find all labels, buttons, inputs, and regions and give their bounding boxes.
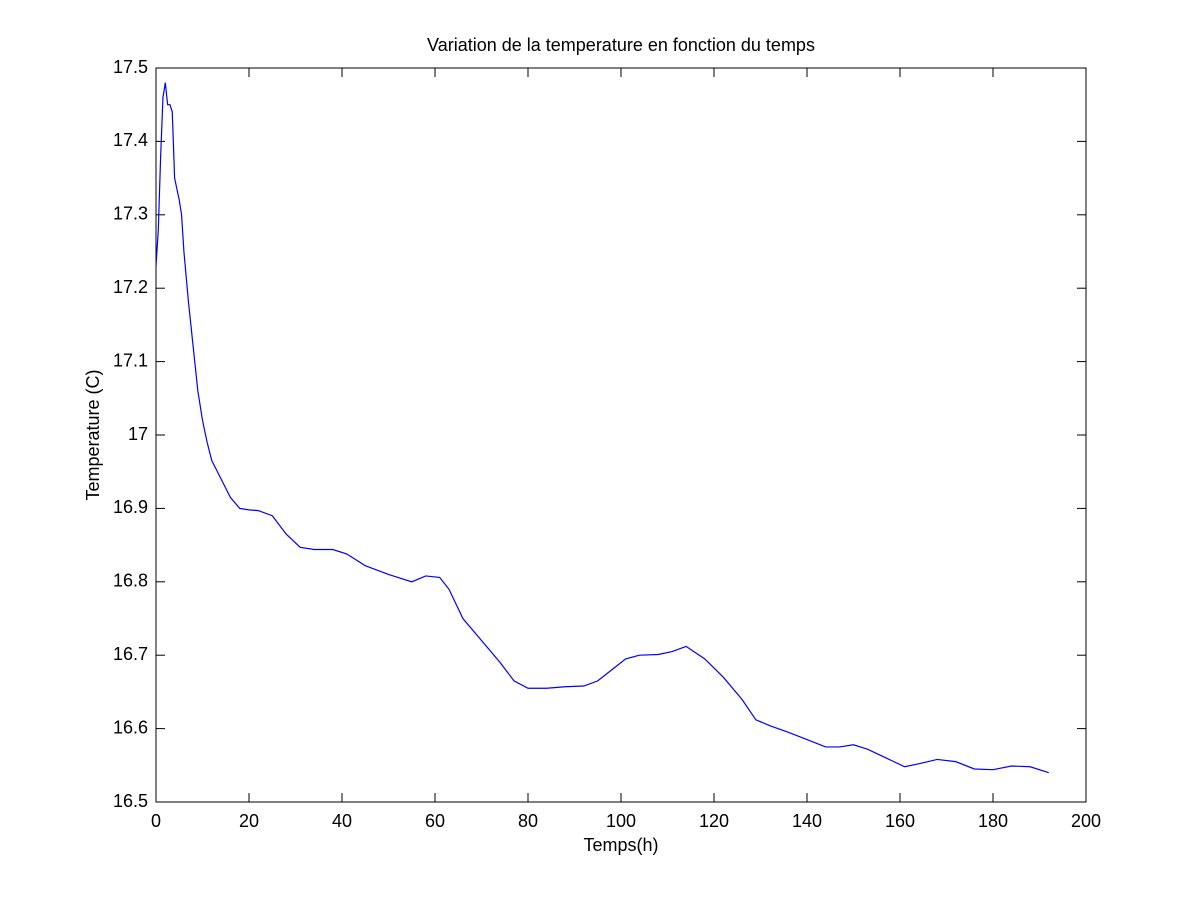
chart-title: Variation de la temperature en fonction … [427,35,815,55]
x-tick-label: 60 [425,811,445,831]
x-tick-label: 160 [885,811,915,831]
y-axis-label: Temperature (C) [83,369,103,500]
data-line [155,82,1049,774]
x-tick-label: 0 [151,811,161,831]
x-tick-label: 180 [978,811,1008,831]
x-axis-label: Temps(h) [583,835,658,855]
x-tick-label: 100 [606,811,636,831]
x-tick-label: 40 [332,811,352,831]
y-tick-label: 17.1 [113,350,148,370]
x-tick-label: 120 [699,811,729,831]
x-tick-label: 80 [518,811,538,831]
y-tick-label: 17.5 [113,57,148,77]
y-tick-label: 16.5 [113,791,148,811]
x-tick-label: 200 [1071,811,1101,831]
y-tick-label: 16.7 [113,644,148,664]
y-tick-label: 17.2 [113,277,148,297]
y-tick-label: 17.4 [113,130,148,150]
y-tick-label: 17.3 [113,204,148,224]
y-tick-label: 16.6 [113,717,148,737]
x-tick-label: 20 [239,811,259,831]
y-tick-label: 16.8 [113,571,148,591]
y-tick-label: 16.9 [113,497,148,517]
y-tick-label: 17 [128,424,148,444]
x-tick-label: 140 [792,811,822,831]
